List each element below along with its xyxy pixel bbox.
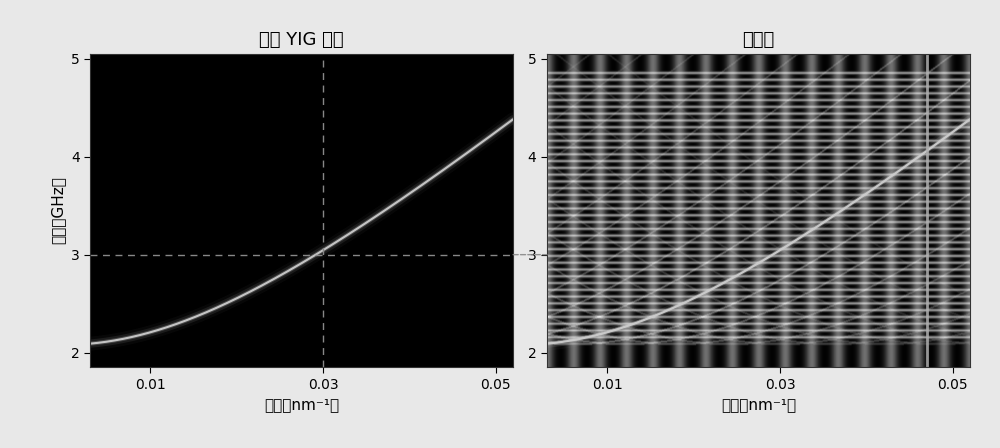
Title: 单根 YIG 波导: 单根 YIG 波导 <box>259 31 344 49</box>
Title: 本发明: 本发明 <box>742 31 775 49</box>
X-axis label: 波数（nm⁻¹）: 波数（nm⁻¹） <box>264 397 339 412</box>
X-axis label: 波数（nm⁻¹）: 波数（nm⁻¹） <box>721 397 796 412</box>
Y-axis label: 频率（GHz）: 频率（GHz） <box>50 177 65 245</box>
